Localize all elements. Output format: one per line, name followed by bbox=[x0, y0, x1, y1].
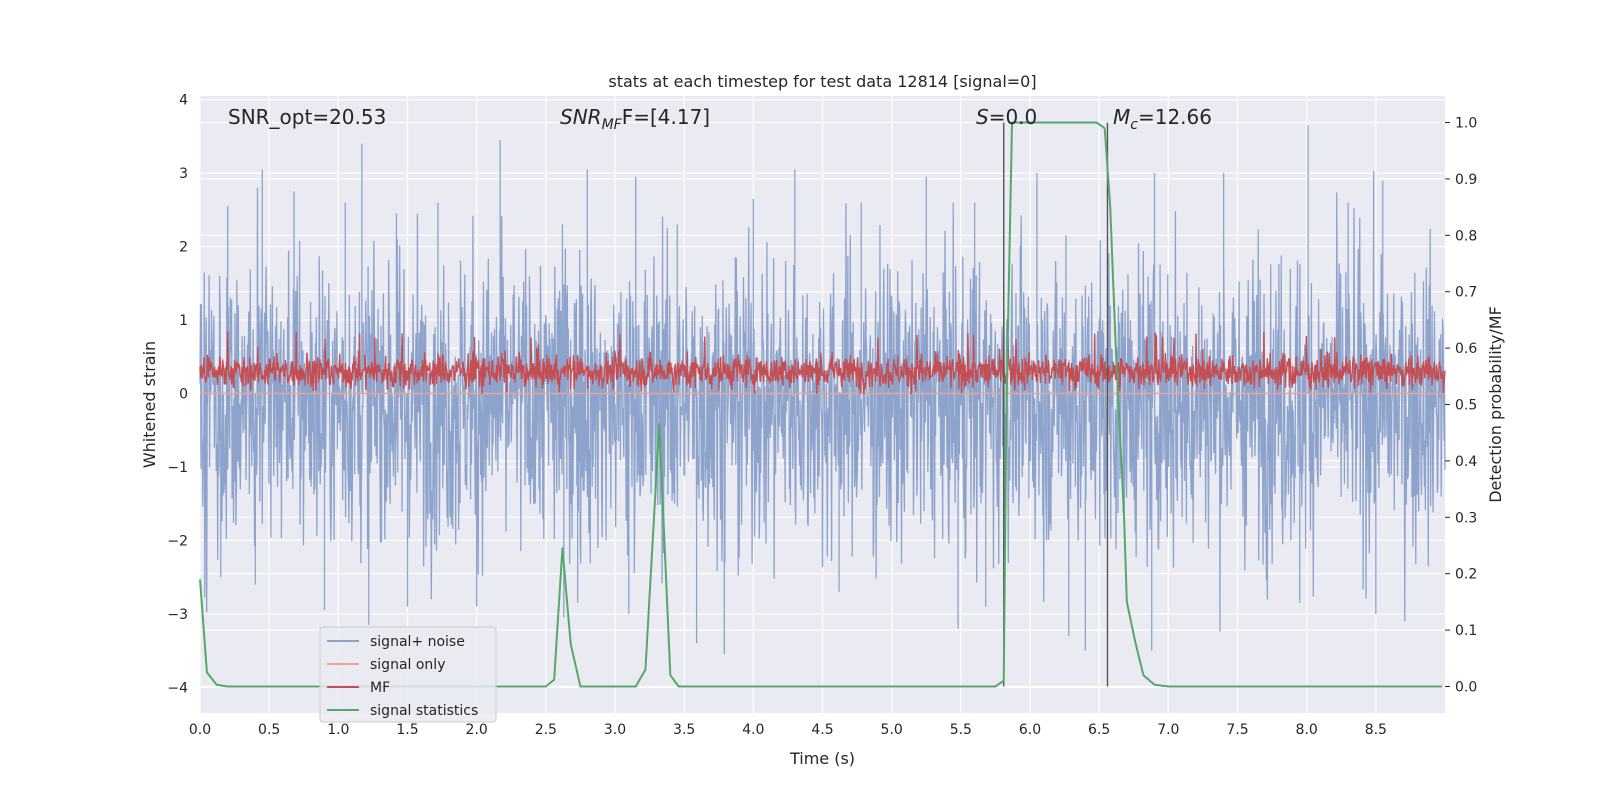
x-tick-label: 2.5 bbox=[535, 722, 557, 738]
y2-tick-label: 1.0 bbox=[1455, 116, 1477, 132]
annotation-snr-mf: SNRMFF=[4.17] bbox=[560, 105, 710, 133]
annotation-snr-mf-main: SNR bbox=[560, 105, 602, 129]
x-axis-label: Time (s) bbox=[789, 749, 855, 768]
legend-label: signal+ noise bbox=[370, 634, 465, 650]
y2-tick-label: 0.6 bbox=[1455, 341, 1477, 357]
y-tick-label: −3 bbox=[167, 607, 188, 623]
annotation-s-rest: =0.0 bbox=[989, 105, 1038, 129]
ticks: 0.0 0.5 1.0 1.5 2.0 2.5 3.0 3.5 4.0 4.5 5.0 5.5 6.0 6… bbox=[167, 93, 1477, 738]
annotation-mc-main: M bbox=[1113, 105, 1130, 129]
y2-tick-label: 0.1 bbox=[1455, 623, 1477, 639]
y2-tick-label: 0.3 bbox=[1455, 510, 1477, 526]
y2-tick-label: 0.2 bbox=[1455, 567, 1477, 583]
x-tick-label: 2.0 bbox=[466, 722, 488, 738]
y-tick-label: 2 bbox=[179, 240, 188, 256]
x-tick-label: 0.5 bbox=[258, 722, 280, 738]
y2-tick-label: 0.4 bbox=[1455, 454, 1477, 470]
y2-axis-label: Detection probability/MF bbox=[1486, 306, 1505, 503]
y2-tick-label: 0.7 bbox=[1455, 285, 1477, 301]
x-tick-label: 6.5 bbox=[1088, 722, 1110, 738]
x-tick-label: 3.5 bbox=[673, 722, 695, 738]
x-tick-label: 3.0 bbox=[604, 722, 626, 738]
y-tick-label: −1 bbox=[167, 460, 188, 476]
y-tick-label: 4 bbox=[179, 93, 188, 109]
series-mf-line bbox=[199, 331, 1446, 395]
y2-tick-label: 0.5 bbox=[1455, 398, 1477, 414]
x-tick-label: 4.5 bbox=[811, 722, 833, 738]
chart-title: stats at each timestep for test data 128… bbox=[608, 72, 1036, 91]
x-tick-label: 7.5 bbox=[1226, 722, 1248, 738]
x-tick-label: 1.0 bbox=[327, 722, 349, 738]
legend: signal+ noise signal only MF signal statist… bbox=[319, 626, 497, 723]
annotation-snr-mf-sub: MF bbox=[602, 117, 623, 133]
legend-label: MF bbox=[370, 680, 390, 696]
annotation-snr-opt: SNR_opt=20.53 bbox=[228, 105, 386, 129]
x-tick-label: 5.0 bbox=[881, 722, 903, 738]
x-tick-label: 5.5 bbox=[950, 722, 972, 738]
y2-tick-label: 0.8 bbox=[1455, 228, 1477, 244]
annotation-snr-mf-rest: F=[4.17] bbox=[622, 105, 710, 129]
legend-label: signal only bbox=[370, 657, 445, 673]
y2-tick-label: 0.9 bbox=[1455, 172, 1477, 188]
x-tick-label: 1.5 bbox=[396, 722, 418, 738]
x-tick-label: 7.0 bbox=[1157, 722, 1179, 738]
annotation-s: S=0.0 bbox=[976, 105, 1037, 129]
annotation-mc-rest: =12.66 bbox=[1138, 105, 1212, 129]
annotation-mc-sub: c bbox=[1130, 117, 1138, 133]
annotation-mc: Mc=12.66 bbox=[1113, 105, 1212, 133]
x-tick-label: 8.5 bbox=[1365, 722, 1387, 738]
x-tick-label: 0.0 bbox=[189, 722, 211, 738]
x-tick-label: 8.0 bbox=[1296, 722, 1318, 738]
legend-label: signal statistics bbox=[370, 703, 478, 719]
y-tick-label: 1 bbox=[179, 313, 188, 329]
y-tick-label: −4 bbox=[167, 680, 188, 696]
y-axis-label: Whitened strain bbox=[140, 341, 159, 468]
x-tick-label: 4.0 bbox=[742, 722, 764, 738]
x-tick-label: 6.0 bbox=[1019, 722, 1041, 738]
legend-box bbox=[319, 626, 497, 723]
y2-tick-label: 0.0 bbox=[1455, 679, 1477, 695]
y-tick-label: 3 bbox=[179, 166, 188, 182]
y-tick-label: −2 bbox=[167, 533, 188, 549]
annotation-s-main: S bbox=[976, 105, 989, 129]
y-tick-label: 0 bbox=[179, 386, 188, 402]
series-signal-noise-line bbox=[199, 125, 1446, 655]
